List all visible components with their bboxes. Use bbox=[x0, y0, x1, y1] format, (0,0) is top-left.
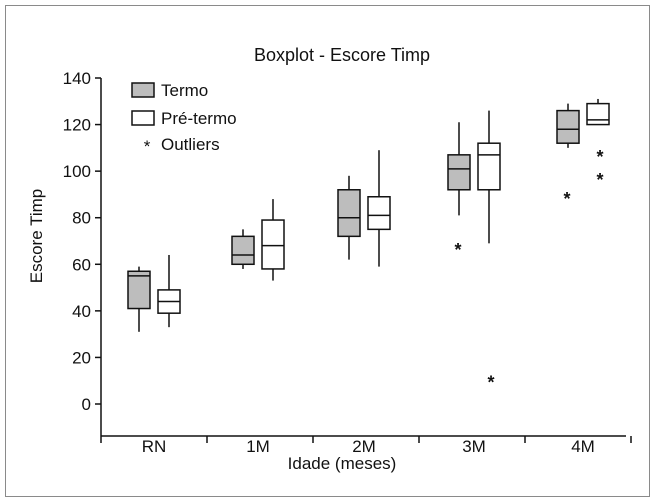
x-tick-label: 4M bbox=[571, 437, 595, 456]
x-axis: RN 1M 2M 3M 4M bbox=[100, 435, 632, 456]
iqr-box bbox=[261, 219, 285, 270]
box-termo-rn bbox=[127, 266, 151, 332]
outlier-point: * bbox=[563, 189, 570, 209]
legend-swatch bbox=[131, 110, 155, 126]
chart-title: Boxplot - Escore Timp bbox=[254, 45, 430, 65]
legend-item-outliers: * Outliers bbox=[144, 135, 220, 156]
y-tick-label: 20 bbox=[72, 348, 91, 367]
outlier-point: * bbox=[596, 170, 603, 190]
box-termo-3m: * bbox=[447, 122, 471, 260]
box-prtermo-3m: * bbox=[477, 110, 501, 393]
box-prtermo-4m: ** bbox=[586, 98, 610, 190]
x-tick-label: 3M bbox=[462, 437, 486, 456]
box-prtermo-2m bbox=[367, 150, 391, 267]
legend-label: Termo bbox=[161, 81, 208, 100]
outlier-point: * bbox=[454, 240, 461, 260]
outlier-point: * bbox=[596, 147, 603, 167]
x-tick-label: RN bbox=[142, 437, 167, 456]
legend: Termo Pré-termo * Outliers bbox=[131, 81, 237, 156]
y-tick-label: 80 bbox=[72, 209, 91, 228]
box-prtermo-1m bbox=[261, 199, 285, 281]
y-tick-label: 120 bbox=[63, 116, 91, 135]
iqr-box bbox=[447, 154, 471, 191]
iqr-box bbox=[367, 196, 391, 231]
box-termo-4m: * bbox=[556, 103, 580, 209]
y-tick-label: 140 bbox=[63, 69, 91, 88]
legend-label: Outliers bbox=[161, 135, 220, 154]
box-termo-1m bbox=[231, 229, 255, 269]
x-axis-title: Idade (meses) bbox=[288, 454, 397, 473]
y-axis-title: Escore Timp bbox=[27, 189, 46, 283]
y-tick-label: 40 bbox=[72, 302, 91, 321]
iqr-box bbox=[231, 235, 255, 266]
legend-swatch bbox=[131, 82, 155, 98]
iqr-box bbox=[127, 270, 151, 310]
y-axis: 0 20 40 60 80 100 120 140 bbox=[63, 69, 102, 436]
box-prtermo-rn bbox=[157, 254, 181, 328]
iqr-box bbox=[586, 102, 610, 126]
legend-outlier-symbol: * bbox=[144, 137, 151, 156]
y-tick-label: 100 bbox=[63, 162, 91, 181]
boxplot-chart: Boxplot - Escore Timp Termo Pré-termo * Out… bbox=[27, 45, 632, 473]
iqr-box bbox=[477, 142, 501, 191]
y-tick-label: 60 bbox=[72, 255, 91, 274]
outlier-point: * bbox=[487, 373, 494, 393]
x-tick-label: 1M bbox=[246, 437, 270, 456]
legend-item-pretermo: Pré-termo bbox=[131, 109, 237, 128]
iqr-box bbox=[337, 189, 361, 238]
legend-item-termo: Termo bbox=[131, 81, 208, 100]
box-termo-2m bbox=[337, 175, 361, 260]
iqr-box bbox=[556, 109, 580, 144]
chart-frame: Boxplot - Escore Timp Termo Pré-termo * Out… bbox=[5, 5, 650, 497]
legend-label: Pré-termo bbox=[161, 109, 237, 128]
x-tick-label: 2M bbox=[352, 437, 376, 456]
plot-area: ***** bbox=[127, 98, 610, 393]
y-tick-label: 0 bbox=[82, 395, 91, 414]
